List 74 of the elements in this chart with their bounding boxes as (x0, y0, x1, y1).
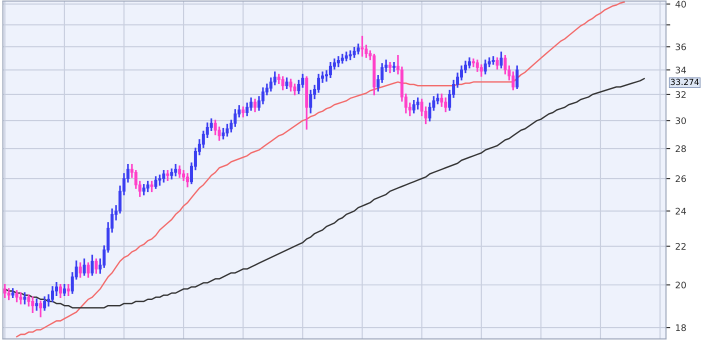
candlestick (328, 62, 332, 78)
candlestick (480, 64, 483, 77)
candlestick (166, 170, 170, 181)
candlestick (15, 290, 18, 302)
y-tick-label: 34 (676, 66, 686, 74)
candlestick (58, 284, 62, 298)
candlestick (150, 180, 154, 192)
candlestick (86, 262, 90, 278)
candlestick (78, 262, 82, 278)
candlestick (142, 184, 146, 196)
candlestick (273, 71, 276, 86)
y-tick-label: 20 (676, 282, 686, 288)
candlestick (35, 298, 38, 311)
candlestick (416, 97, 420, 110)
candlestick (336, 56, 340, 68)
candlestick (186, 173, 190, 188)
candlestick (146, 180, 150, 192)
candlestick (158, 174, 162, 186)
y-tick-label: 18 (676, 324, 686, 332)
candlestick (297, 80, 300, 94)
candlestick (23, 292, 26, 304)
candlestick (440, 94, 444, 107)
candlestick (210, 118, 213, 132)
candlestick (39, 300, 42, 318)
candlestick (90, 254, 94, 276)
text: 33.274 (670, 78, 699, 86)
candlestick (94, 258, 98, 274)
y-tick-label: 32 (676, 91, 686, 98)
candlestick (352, 47, 356, 58)
candlestick (170, 168, 174, 180)
candlestick (388, 62, 392, 74)
candlestick (222, 128, 225, 140)
candlestick (162, 170, 166, 183)
candlestick (484, 60, 487, 74)
candlestick (218, 126, 221, 141)
candlestick (360, 36, 364, 57)
candlestick (309, 90, 312, 114)
candlestick (392, 62, 396, 72)
candlestick (285, 77, 288, 90)
y-tick-label: 40 (675, 0, 686, 8)
candlestick (154, 176, 158, 189)
line-series (16, 1, 625, 338)
candlestick (254, 98, 257, 112)
candlestick (242, 106, 245, 118)
candlestick (226, 124, 229, 137)
candlestick (43, 296, 46, 311)
candlestick (66, 284, 70, 296)
candlestick (19, 292, 22, 304)
candlestick (412, 100, 416, 114)
y-tick-label: 26 (676, 175, 686, 182)
candlestick (178, 165, 182, 178)
candlestick (356, 44, 360, 54)
y-tick-label: 36 (676, 43, 686, 50)
y-tick-label: 28 (676, 145, 686, 152)
y-tick-label: 24 (676, 208, 686, 214)
y-tick-label: 30 (676, 117, 686, 124)
candlestick (496, 57, 499, 70)
candlestick (51, 286, 54, 302)
candlestick (516, 66, 519, 90)
y-tick-label: 22 (676, 242, 686, 250)
candlestick (174, 164, 178, 176)
candlestick (281, 76, 284, 90)
candlestick (428, 102, 432, 122)
candlestick (31, 296, 34, 313)
candlestick (7, 288, 10, 300)
candlestick (500, 52, 503, 68)
candlestick (289, 78, 292, 92)
candlestick (504, 55, 507, 74)
candlestick (27, 294, 30, 306)
candlestick (62, 284, 66, 296)
candlestick (82, 258, 86, 276)
candlestick (3, 284, 6, 298)
line-series (4, 78, 645, 308)
candlestick (444, 97, 448, 112)
